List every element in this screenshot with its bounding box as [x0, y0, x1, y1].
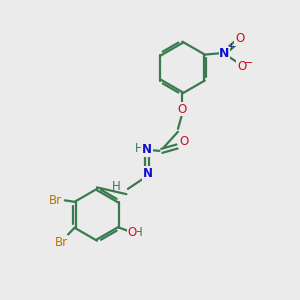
Text: Br: Br	[49, 194, 62, 207]
Text: N: N	[219, 46, 230, 60]
Text: H: H	[135, 142, 143, 155]
Text: −: −	[244, 58, 254, 68]
Text: N: N	[143, 167, 153, 180]
Text: O: O	[178, 103, 187, 116]
Text: Br: Br	[55, 236, 68, 249]
Text: H: H	[134, 226, 142, 239]
Text: H: H	[112, 180, 121, 193]
Text: N: N	[142, 143, 152, 156]
Text: O: O	[128, 226, 137, 239]
Text: O: O	[237, 61, 246, 74]
Text: O: O	[235, 32, 244, 46]
Text: +: +	[227, 42, 234, 51]
Text: O: O	[179, 135, 188, 148]
